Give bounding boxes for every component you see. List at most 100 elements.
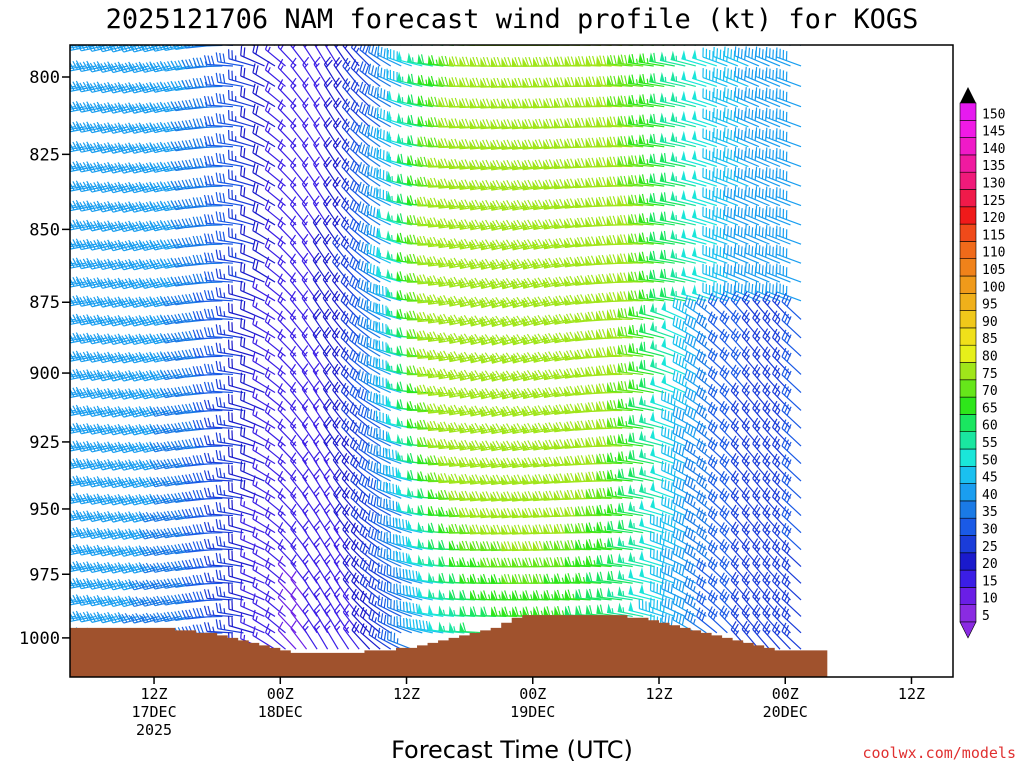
- barb-feather: [107, 142, 114, 151]
- barb-half-feather: [355, 47, 360, 53]
- wind-barb: [96, 578, 128, 591]
- barb-feather: [364, 146, 369, 156]
- barb-feather: [93, 441, 100, 451]
- barb-feather: [82, 61, 89, 71]
- barb-half-feather: [315, 609, 321, 614]
- barb-half-feather: [212, 474, 215, 481]
- barb-half-feather: [212, 404, 215, 410]
- barb-feather: [219, 324, 222, 335]
- barb-feather: [107, 280, 114, 289]
- barb-feather: [45, 102, 49, 111]
- barb-feather: [49, 121, 53, 130]
- barb-feather: [107, 242, 114, 251]
- barb-feather: [349, 237, 354, 247]
- barb-feather: [351, 314, 357, 324]
- barb-feather: [114, 529, 121, 538]
- barb-feather: [75, 297, 82, 307]
- barb-half-feather: [223, 437, 226, 444]
- barb-feather: [93, 259, 100, 268]
- barb-feather: [240, 495, 243, 506]
- barb-feather: [103, 596, 110, 605]
- barb-staff: [342, 628, 360, 650]
- barb-feather: [100, 123, 107, 133]
- barb-feather: [107, 161, 114, 171]
- barb-feather: [103, 278, 110, 287]
- barb-feather: [210, 382, 215, 392]
- barb-staff: [70, 373, 76, 376]
- barb-feather: [82, 611, 89, 621]
- barb-feather: [219, 113, 222, 124]
- barb-feather: [110, 298, 117, 307]
- barb-feather: [56, 278, 60, 286]
- barb-feather: [243, 167, 246, 178]
- barb-feather: [86, 200, 93, 210]
- barb-feather: [240, 185, 243, 196]
- barb-feather: [203, 487, 208, 498]
- barb-feather: [243, 244, 246, 255]
- barb-feather: [56, 60, 60, 69]
- barb-feather: [56, 334, 60, 342]
- barb-feather: [107, 333, 114, 342]
- barb-feather: [240, 126, 243, 137]
- wind-barb: [70, 300, 76, 303]
- barb-feather: [72, 476, 79, 485]
- barb-feather: [45, 612, 49, 621]
- barb-feather: [103, 201, 110, 211]
- barb-feather: [210, 116, 215, 126]
- barb-feather: [107, 547, 114, 557]
- barb-half-feather: [279, 223, 284, 229]
- barb-staff: [70, 318, 76, 321]
- barb-feather: [62, 611, 66, 619]
- barb-feather: [117, 277, 124, 287]
- barb-feather: [219, 519, 222, 530]
- barb-feather: [243, 355, 246, 366]
- barb-feather: [243, 337, 246, 348]
- barb-staff: [70, 65, 76, 68]
- barb-feather: [93, 182, 100, 191]
- barb-feather: [359, 61, 364, 71]
- barb-feather: [72, 493, 79, 503]
- barb-half-feather: [346, 67, 351, 73]
- barb-feather: [114, 315, 121, 325]
- barb-feather: [101, 45, 107, 52]
- barb-half-feather: [243, 501, 246, 507]
- barb-feather: [219, 173, 222, 183]
- barb-feather: [277, 273, 283, 283]
- barb-feather: [264, 101, 270, 111]
- barb-feather: [49, 181, 53, 190]
- wind-barb: [349, 437, 371, 465]
- barb-feather: [222, 114, 226, 124]
- barb-feather: [72, 181, 79, 190]
- barb-feather: [96, 295, 103, 305]
- barb-staff: [277, 580, 297, 601]
- barb-feather: [240, 354, 243, 365]
- barb-feather: [62, 578, 66, 586]
- barb-feather: [62, 387, 66, 395]
- barb-half-feather: [212, 457, 215, 463]
- barb-feather: [56, 543, 60, 552]
- barb-feather: [351, 296, 357, 306]
- barb-feather: [59, 388, 63, 396]
- wind-barb: [351, 588, 371, 617]
- barb-feather: [59, 258, 63, 266]
- barb-feather: [107, 184, 114, 194]
- barb-feather: [89, 143, 96, 153]
- barb-half-feather: [267, 300, 271, 306]
- barb-feather: [348, 275, 354, 285]
- barb-feather: [114, 297, 121, 306]
- barb-feather: [117, 162, 124, 171]
- barb-feather: [210, 156, 215, 166]
- barb-feather: [207, 75, 212, 86]
- barb-feather: [199, 177, 204, 187]
- barb-feather: [240, 280, 243, 291]
- barb-half-feather: [345, 391, 350, 397]
- barb-feather: [114, 406, 121, 416]
- barb-feather: [110, 460, 117, 470]
- wind-barb: [70, 480, 76, 483]
- barb-feather: [82, 441, 89, 451]
- barb-feather: [49, 527, 53, 536]
- barb-half-feather: [315, 559, 320, 565]
- barb-staff: [70, 532, 76, 534]
- barb-feather: [75, 279, 82, 288]
- barb-feather: [107, 81, 114, 91]
